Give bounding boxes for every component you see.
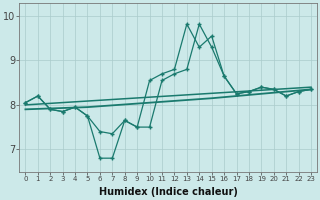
X-axis label: Humidex (Indice chaleur): Humidex (Indice chaleur) — [99, 187, 238, 197]
